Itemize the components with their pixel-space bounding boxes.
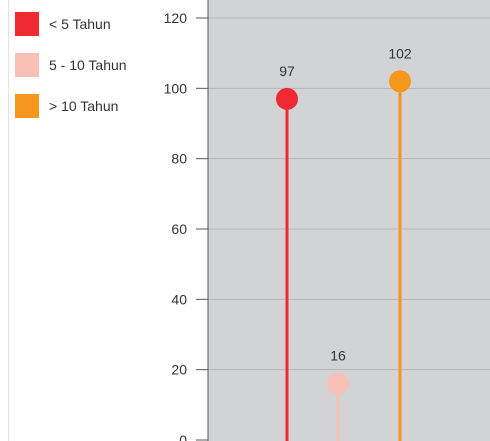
lollipop-dot (327, 372, 349, 395)
legend: < 5 Tahun 5 - 10 Tahun > 10 Tahun (15, 12, 127, 135)
plot-area (208, 0, 490, 441)
legend-item-under-5: < 5 Tahun (15, 12, 127, 36)
legend-item-over-10: > 10 Tahun (15, 94, 127, 118)
legend-label-under-5: < 5 Tahun (49, 16, 111, 32)
y-tick-label: 120 (164, 10, 188, 26)
data-label: 97 (279, 63, 295, 79)
y-tick-label: 0 (179, 432, 187, 441)
lollipop-dot (389, 70, 411, 93)
data-label: 16 (330, 348, 346, 364)
y-tick-label: 20 (171, 362, 187, 378)
left-border (8, 0, 9, 441)
legend-label-5-10: 5 - 10 Tahun (49, 57, 127, 73)
y-tick-label: 40 (171, 291, 187, 307)
y-tick-label: 100 (164, 80, 188, 96)
legend-item-5-10: 5 - 10 Tahun (15, 53, 127, 77)
data-label: 102 (388, 45, 412, 61)
lollipop-dot (276, 87, 298, 110)
legend-swatch-5-10 (15, 53, 39, 77)
legend-swatch-over-10 (15, 94, 39, 118)
y-tick-label: 60 (171, 221, 187, 237)
legend-label-over-10: > 10 Tahun (49, 98, 119, 114)
legend-swatch-under-5 (15, 12, 39, 36)
y-tick-label: 80 (171, 151, 187, 167)
